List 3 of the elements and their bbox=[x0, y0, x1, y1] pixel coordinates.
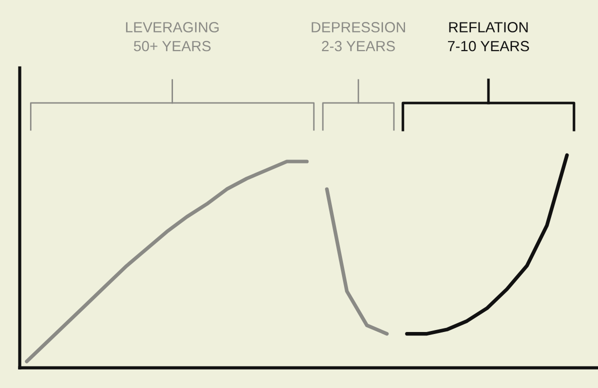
text: REFLATION 7-10 YEARS bbox=[448, 22, 529, 52]
text: LEVERAGING 50+ YEARS bbox=[126, 22, 219, 52]
text: DEPRESSION 2-3 YEARS bbox=[312, 22, 406, 52]
